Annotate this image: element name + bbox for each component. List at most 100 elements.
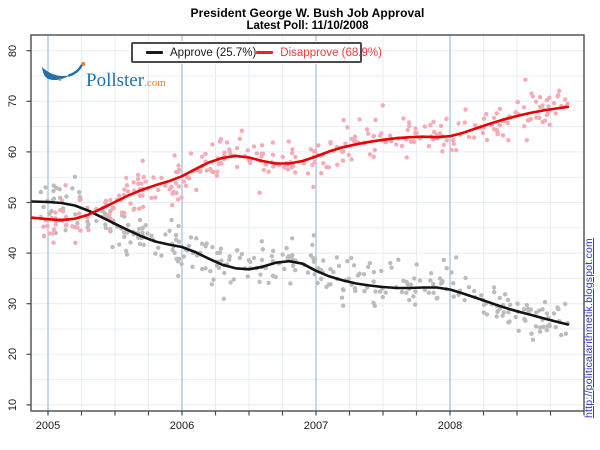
disapprove-scatter-point: [506, 138, 511, 143]
approve-scatter-point: [401, 278, 406, 283]
disapprove-scatter-point: [210, 142, 215, 147]
approve-scatter-point: [218, 246, 224, 251]
approve-scatter-point: [372, 303, 377, 308]
approve-scatter-point: [231, 277, 236, 282]
pollster-logo-suffix: .com: [144, 77, 166, 89]
legend-item-approve: Approve (25.7%): [146, 47, 256, 59]
approve-scatter-point: [216, 265, 222, 270]
disapprove-scatter-point: [312, 149, 318, 154]
approve-scatter-point: [188, 235, 194, 240]
disapprove-scatter-point: [563, 97, 568, 102]
disapprove-scatter-point: [172, 153, 177, 158]
approve-scatter-point: [345, 259, 350, 264]
disapprove-scatter-point: [537, 95, 543, 100]
disapprove-scatter-point: [364, 127, 370, 132]
approve-scatter-point: [377, 289, 383, 294]
pollster-logo-text: Pollster: [86, 70, 145, 91]
disapprove-scatter-point: [301, 161, 307, 166]
disapprove-scatter-point: [77, 211, 82, 216]
approve-scatter-point: [210, 245, 215, 250]
disapprove-scatter-point: [438, 123, 444, 129]
disapprove-scatter-point: [140, 193, 145, 198]
approve-scatter-point: [497, 295, 502, 301]
approve-scatter-point: [266, 280, 271, 286]
approve-scatter-point: [507, 302, 513, 307]
approve-scatter-point: [466, 285, 472, 290]
disapprove-scatter-point: [451, 141, 456, 146]
pollster-logo: Pollster .com: [40, 60, 166, 90]
disapprove-scatter-point: [463, 107, 468, 112]
x-axis-tick-label: 2007: [303, 420, 329, 432]
disapprove-scatter-point: [75, 225, 80, 230]
disapprove-scatter-point: [343, 141, 348, 146]
disapprove-scatter-point: [263, 162, 268, 167]
disapprove-scatter-point: [311, 184, 316, 190]
disapprove-scatter-point: [167, 187, 172, 192]
disapprove-scatter-point: [77, 197, 82, 202]
approve-scatter-point: [173, 233, 179, 238]
approve-scatter-point: [204, 241, 209, 246]
disapprove-scatter-point: [316, 143, 321, 148]
approve-scatter-point: [248, 259, 253, 265]
approve-scatter-point: [449, 270, 454, 275]
disapprove-scatter-point: [388, 133, 393, 138]
approve-scatter-point: [219, 258, 224, 263]
approve-scatter-point: [544, 327, 549, 333]
approve-scatter-point: [259, 257, 265, 263]
disapprove-scatter-point: [290, 147, 295, 152]
approve-scatter-point: [43, 185, 48, 190]
approve-scatter-point: [181, 254, 187, 259]
disapprove-scatter-point: [254, 151, 259, 156]
disapprove-scatter-point: [289, 150, 295, 156]
approve-scatter-point: [289, 236, 295, 241]
pollster-swoosh-icon: [42, 62, 86, 81]
approve-scatter-point: [431, 290, 436, 295]
x-axis-tick-label: 2008: [437, 420, 463, 432]
disapprove-scatter-point: [500, 133, 506, 138]
disapprove-scatter-point: [286, 139, 291, 144]
approve-scatter-point: [553, 325, 558, 330]
disapprove-scatter-point: [237, 136, 242, 141]
approve-scatter-point: [57, 187, 62, 192]
approve-scatter-point: [491, 285, 497, 290]
disapprove-scatter-point: [176, 184, 182, 189]
disapprove-scatter-point: [480, 130, 486, 136]
approve-scatter-point: [140, 230, 145, 235]
approve-scatter-point: [451, 294, 456, 299]
approve-scatter-point: [186, 243, 192, 248]
approve-scatter-point: [525, 306, 530, 312]
approve-scatter-point: [75, 221, 80, 226]
disapprove-scatter-point: [153, 195, 158, 200]
approve-scatter-point: [383, 290, 388, 295]
approve-scatter-point: [311, 233, 316, 238]
approve-scatter-point: [366, 264, 371, 270]
approve-scatter-point: [341, 303, 346, 308]
disapprove-scatter-point: [86, 227, 91, 233]
approve-scatter-point: [361, 272, 367, 277]
disapprove-scatter-point: [285, 167, 291, 172]
politicalarithmetik-link[interactable]: http://politicalarithmetik.blogspot.com: [583, 238, 595, 418]
approve-scatter-point: [537, 329, 543, 334]
disapprove-scatter-point: [136, 172, 141, 178]
disapprove-scatter-point: [199, 154, 205, 159]
approve-scatter-point: [426, 290, 432, 295]
approve-scatter-point: [124, 248, 129, 254]
approve-scatter-point: [513, 314, 518, 320]
approve-scatter-point: [199, 266, 205, 272]
disapprove-scatter-point: [494, 127, 499, 132]
approve-scatter-point: [411, 294, 416, 299]
approve-scatter-point: [444, 266, 449, 271]
disapprove-scatter-point: [349, 136, 354, 142]
disapprove-scatter-point: [282, 165, 287, 170]
y-axis-tick-label: 30: [7, 297, 19, 310]
disapprove-scatter-point: [214, 173, 220, 178]
approve-scatter-point: [505, 297, 511, 303]
disapprove-scatter-point: [451, 138, 456, 143]
disapprove-scatter-point: [73, 240, 78, 245]
approve-scatter-point: [64, 194, 69, 199]
chart-title-block: President George W. Bush Job Approval La…: [31, 7, 584, 33]
disapprove-scatter-point: [173, 181, 179, 186]
disapprove-scatter-point: [545, 111, 550, 116]
disapprove-scatter-point: [163, 183, 168, 188]
disapprove-scatter-point: [194, 187, 199, 193]
